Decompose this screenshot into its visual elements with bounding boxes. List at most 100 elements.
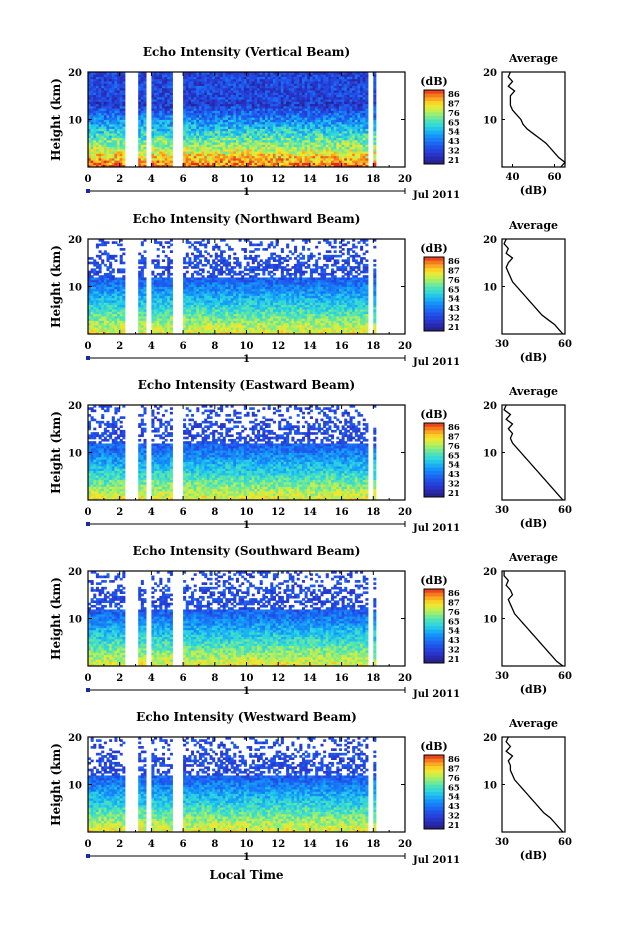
heatmap-cell: [169, 76, 173, 80]
heatmap-cell: [241, 114, 245, 118]
heatmap-cell: [183, 272, 187, 276]
heatmap-cell: [217, 112, 221, 116]
heatmap-cell: [241, 162, 245, 166]
heatmap-cell: [264, 157, 269, 161]
heatmap-cell: [272, 117, 276, 120]
heatmap-cell: [101, 160, 105, 163]
heatmap-cell: [275, 135, 279, 138]
heatmap-cell: [106, 164, 110, 168]
heatmap-cell: [167, 128, 171, 132]
heatmap-cell: [212, 96, 216, 100]
heatmap-cell: [188, 121, 192, 125]
heatmap-cell: [98, 151, 102, 154]
heatmap-cell: [154, 259, 158, 263]
heatmap-cell: [198, 164, 202, 168]
heatmap-cell: [235, 142, 239, 145]
heatmap-cell: [167, 133, 171, 136]
heatmap-cell: [212, 146, 216, 150]
heatmap-cell: [360, 114, 364, 118]
heatmap-cell: [122, 85, 126, 89]
heatmap-cell: [222, 157, 226, 161]
heatmap-cell: [138, 135, 142, 138]
heatmap-cell: [106, 76, 110, 80]
heatmap-cell: [204, 128, 208, 132]
heatmap-cell: [288, 85, 292, 89]
heatmap-cell: [159, 144, 163, 148]
heatmap-cell: [360, 78, 364, 82]
heatmap-cell: [151, 119, 155, 123]
heatmap-cell: [291, 108, 295, 111]
heatmap-cell: [341, 90, 345, 93]
heatmap-cell: [214, 90, 218, 93]
heatmap-cell: [140, 318, 144, 321]
heatmap-cell: [167, 164, 171, 168]
heatmap-cell: [206, 157, 210, 161]
heatmap-cell: [114, 99, 118, 102]
heatmap-cell: [291, 157, 295, 161]
heatmap-cell: [267, 162, 271, 166]
heatmap-cell: [217, 153, 221, 157]
heatmap-cell: [101, 90, 105, 93]
heatmap-cell: [143, 146, 147, 150]
heatmap-cell: [288, 144, 292, 148]
heatmap-cell: [183, 133, 187, 136]
heatmap-cell: [88, 144, 92, 148]
heatmap-cell: [272, 85, 276, 89]
heatmap-cell: [270, 164, 274, 168]
heatmap-cell: [235, 76, 239, 80]
heatmap-cell: [254, 157, 258, 161]
heatmap-cell: [220, 101, 224, 105]
heatmap-cell: [209, 144, 213, 148]
heatmap-cell: [214, 124, 218, 127]
heatmap-cell: [254, 148, 258, 152]
heatmap-cell: [238, 124, 242, 127]
heatmap-cell: [159, 110, 163, 114]
heatmap-cell: [228, 142, 232, 145]
heatmap-cell: [164, 81, 168, 84]
heatmap-cell: [106, 329, 110, 333]
heatmap-cell: [140, 126, 144, 129]
heatmap-cell: [214, 110, 218, 114]
heatmap-cell: [159, 128, 163, 132]
day-label: 1: [243, 187, 250, 198]
heatmap-cell: [309, 103, 313, 107]
heatmap-cell: [114, 135, 118, 138]
heatmap-cell: [259, 144, 263, 148]
heatmap-cell: [238, 153, 242, 157]
panel-2: Echo Intensity (Northward Beam)0 2 4 6 8 10 12…: [49, 212, 572, 368]
heatmap-cell: [151, 164, 155, 168]
heatmap-cell: [264, 99, 269, 102]
heatmap-cell: [230, 160, 234, 163]
heatmap-cell: [283, 99, 287, 102]
heatmap-cell: [235, 90, 239, 93]
heatmap-cell: [228, 139, 232, 143]
heatmap-cell: [360, 103, 364, 107]
heatmap-cell: [114, 83, 118, 86]
heatmap-cell: [267, 103, 271, 107]
heatmap-cell: [159, 121, 163, 125]
heatmap-cell: [294, 160, 298, 163]
profile-title: Average: [508, 52, 558, 65]
heatmap-cell: [183, 162, 187, 166]
heatmap-cell: [241, 146, 245, 150]
heatmap-cell: [220, 105, 224, 109]
heatmap-cell: [249, 164, 253, 168]
heatmap-cell: [140, 151, 144, 154]
heatmap-cell: [95, 148, 99, 152]
heatmap-cell: [90, 137, 94, 141]
heatmap-cell: [95, 112, 99, 116]
heatmap-cell: [122, 133, 126, 136]
heatmap-cell: [151, 87, 155, 91]
heatmap-cell: [280, 124, 284, 127]
heatmap-cell: [151, 81, 155, 84]
heatmap-cell: [270, 85, 274, 89]
heatmap-cell: [288, 142, 292, 145]
heatmap-cell: [161, 117, 166, 120]
heatmap-cell: [201, 74, 205, 77]
heatmap-cell: [280, 78, 284, 82]
heatmap-cell: [233, 151, 237, 154]
heatmap-cell: [243, 153, 247, 157]
heatmap-cell: [283, 85, 287, 89]
heatmap-cell: [198, 103, 202, 107]
heatmap-cell: [164, 241, 168, 244]
